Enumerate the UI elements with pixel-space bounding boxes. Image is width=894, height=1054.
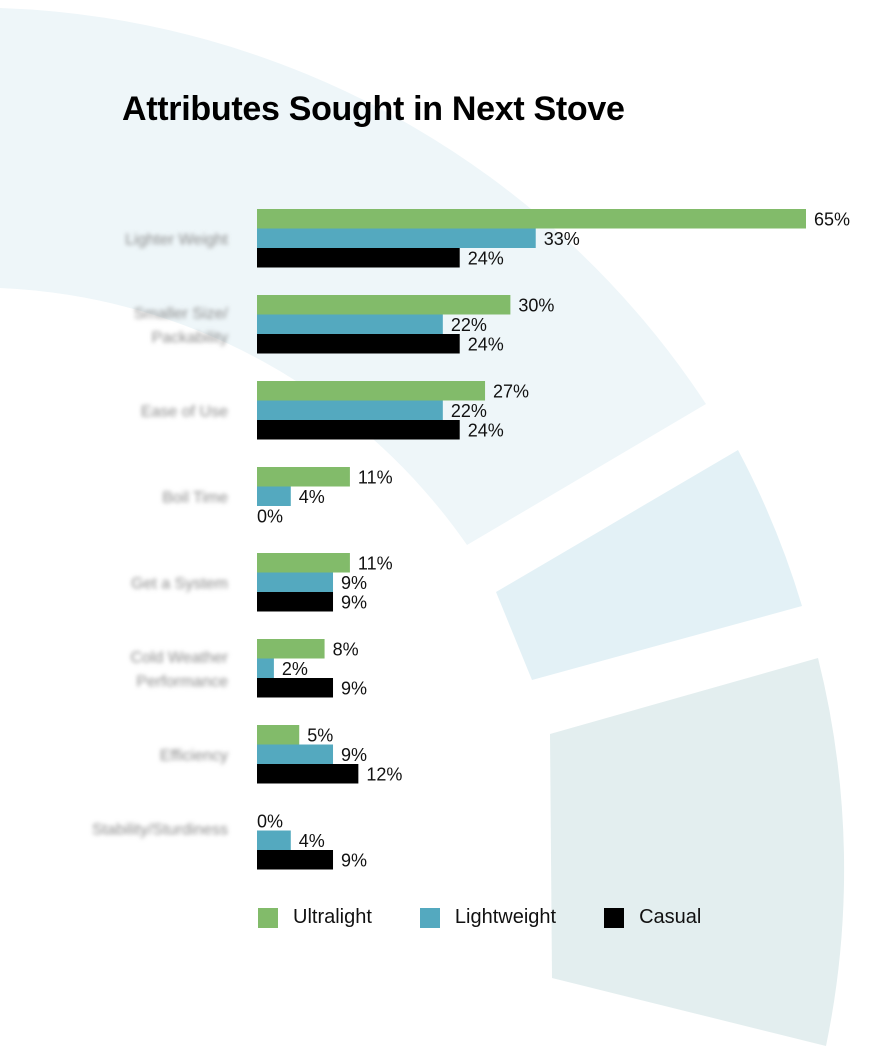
- legend-label: Lightweight: [454, 906, 557, 928]
- data-label: 24%: [468, 249, 504, 269]
- bar-lightweight: [257, 572, 334, 592]
- data-label: 8%: [333, 640, 359, 660]
- data-label: 11%: [358, 554, 393, 574]
- chart-title: Attributes Sought in Next Stove: [122, 90, 625, 128]
- bar-ultralight: [257, 209, 806, 229]
- data-label: 9%: [341, 573, 367, 593]
- bar-casual: [257, 248, 460, 268]
- data-label: 9%: [341, 745, 367, 765]
- data-label: 4%: [299, 831, 325, 851]
- bar-casual: [257, 678, 334, 698]
- bar-ultralight: [257, 553, 350, 573]
- category-label: Ease of Use: [141, 403, 228, 420]
- data-label: 2%: [282, 659, 308, 679]
- legend-label: Ultralight: [293, 906, 372, 928]
- legend-swatch: [604, 907, 625, 928]
- category-label: Boil Time: [162, 489, 228, 506]
- data-label: 9%: [341, 593, 367, 613]
- category-label: Smaller Size/Packability: [134, 305, 229, 346]
- bar-lightweight: [257, 314, 443, 334]
- bar-lightweight: [257, 228, 536, 248]
- bar-lightweight: [257, 658, 274, 678]
- data-label: 30%: [518, 296, 554, 316]
- data-label: 9%: [341, 679, 367, 699]
- legend-swatch: [258, 907, 278, 928]
- legend-item-casual: Casual: [604, 906, 701, 929]
- legend-item-lightweight: Lightweight: [419, 906, 557, 929]
- data-label: 4%: [299, 487, 325, 507]
- bar-casual: [257, 334, 460, 354]
- category-label: Lighter Weight: [125, 231, 228, 248]
- data-label: 65%: [814, 210, 850, 230]
- bar-lightweight: [257, 744, 334, 764]
- bar-casual: [257, 420, 460, 440]
- bar-lightweight: [257, 830, 291, 850]
- data-label: 33%: [544, 229, 580, 249]
- bar-ultralight: [257, 295, 511, 315]
- bar-ultralight: [257, 381, 486, 401]
- data-label: 5%: [307, 726, 333, 746]
- bar-casual: [257, 764, 359, 784]
- data-label: 0%: [257, 812, 283, 832]
- data-label: 22%: [451, 401, 487, 421]
- bar-lightweight: [257, 486, 291, 506]
- category-label: Cold Weather Performance: [130, 649, 228, 690]
- category-label: Stability/Sturdiness: [92, 821, 228, 838]
- bar-casual: [257, 850, 334, 870]
- data-label: 12%: [366, 765, 402, 785]
- data-label: 27%: [493, 382, 529, 402]
- data-label: 11%: [358, 468, 393, 488]
- data-label: 9%: [341, 851, 367, 871]
- bar-ultralight: [257, 467, 350, 487]
- data-label: 24%: [468, 335, 504, 355]
- legend-swatch: [419, 907, 440, 928]
- bar-casual: [257, 592, 334, 612]
- data-label: 0%: [257, 507, 283, 527]
- bar-ultralight: [257, 725, 300, 745]
- bar-ultralight: [257, 639, 325, 659]
- data-label: 24%: [468, 421, 504, 441]
- data-label: 22%: [451, 315, 487, 335]
- category-label: Efficiency: [160, 747, 228, 764]
- legend: Ultralight Lightweight Casual: [258, 906, 749, 929]
- legend-item-ultralight: Ultralight: [258, 906, 372, 929]
- legend-label: Casual: [639, 906, 702, 928]
- bar-lightweight: [257, 400, 443, 420]
- category-label: Get a System: [131, 575, 228, 592]
